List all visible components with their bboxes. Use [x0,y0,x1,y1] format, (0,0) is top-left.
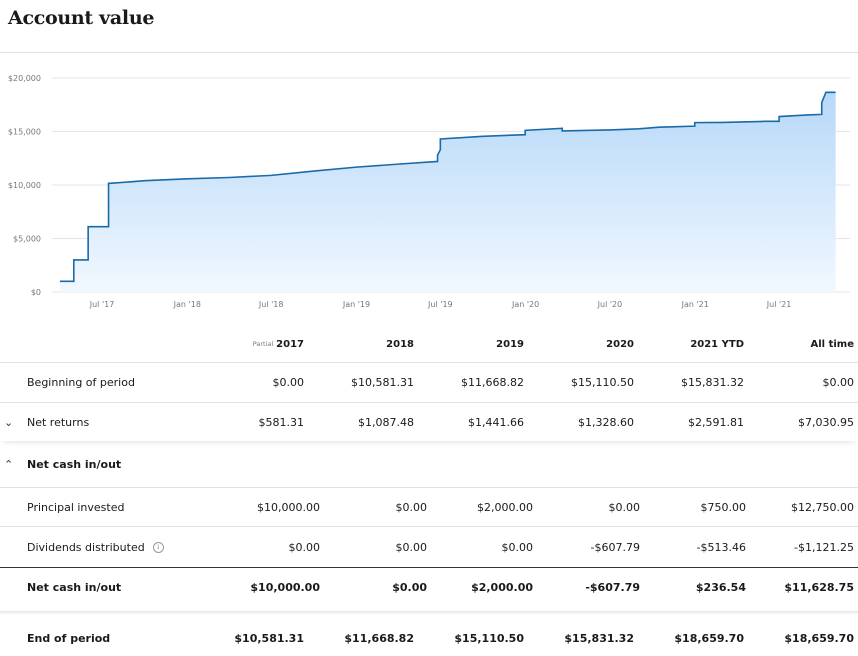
column-header-label: 2021 YTD [690,338,744,350]
table-row-dividends: Dividends distributed i $0.00 $0.00 $0.00 -… [0,527,858,568]
x-tick-label: Jan '20 [511,300,539,309]
table-cell: $10,581.31 [351,376,414,389]
column-header: 2019 [496,326,524,362]
table-row-net-cash-total: Net cash in/out $10,000.00 $0.00 $2,000.00… [0,568,858,606]
table-cell: $2,591.81 [688,415,744,429]
table-cell: -$513.46 [696,540,746,554]
account-value-chart: $0 $5,000 $10,000 $15,000 $20,000 Jul '17 Jan… [8,74,850,309]
x-tick-label: Jul '19 [427,300,453,309]
table-cell: $0.00 [395,500,428,514]
x-tick-label: Jul '17 [89,300,115,309]
table-cell: $236.54 [695,580,746,594]
section-label: Net cash in/out [27,457,122,471]
table-cell: $1,441.66 [468,415,524,429]
table-cell: $581.31 [258,415,305,429]
x-tick-label: Jan '18 [173,300,201,309]
x-tick-label: Jul '21 [766,300,792,309]
table-header-row: Partial 2017 2018 2019 2020 2021 YTD All time [0,326,858,363]
table-cell: $15,110.50 [454,631,524,645]
table-cell: $11,628.75 [784,580,854,594]
info-icon[interactable]: i [152,541,164,553]
table-cell: -$1,121.25 [794,540,854,554]
y-tick-label: $15,000 [8,128,41,137]
y-tick-label: $5,000 [13,235,41,244]
table-row-beginning: Beginning of period $0.00 $10,581.31 $11,6… [0,363,858,403]
row-label: Beginning of period [27,376,135,389]
row-label: Net returns [27,415,90,429]
table-row-principal: Principal invested $10,000.00 $0.00 $2,000… [0,488,858,527]
y-tick-label: $10,000 [8,181,41,190]
row-label: Dividends distributed i [27,527,164,567]
table-cell: $7,030.95 [798,415,854,429]
column-header: Partial 2017 [253,326,304,362]
table-cell: $12,750.00 [791,500,854,514]
column-header: 2018 [386,326,414,362]
table-cell: $0.00 [501,540,534,554]
column-header-label: 2018 [386,338,414,350]
row-label: End of period [27,631,111,645]
table-cell: $15,831.32 [681,376,744,389]
column-header: 2020 [606,326,634,362]
table-cell: $10,000.00 [250,580,320,594]
performance-table: Partial 2017 2018 2019 2020 2021 YTD All time … [0,326,858,606]
table-cell: $15,110.50 [571,376,634,389]
table-cell: $15,831.32 [564,631,634,645]
title-divider [0,52,858,53]
y-tick-label: $20,000 [8,74,41,83]
table-cell: $0.00 [822,376,855,389]
x-tick-label: Jan '19 [342,300,370,309]
table-cell: -$607.79 [585,580,640,594]
table-row-end: End of period $10,581.31 $11,668.82 $15,11… [0,621,858,655]
table-cell: $18,659.70 [674,631,744,645]
chevron-down-icon[interactable]: ⌄ [4,415,14,429]
series-area [59,92,836,292]
row-label: Net cash in/out [27,580,122,594]
table-cell: $750.00 [700,500,747,514]
column-header-label: All time [810,338,855,350]
table-section-net-cash[interactable]: ⌃ Net cash in/out [0,441,858,488]
chevron-up-icon[interactable]: ⌃ [4,457,14,471]
table-cell: $10,000.00 [257,500,320,514]
table-row-net-returns[interactable]: ⌄ Net returns $581.31 $1,087.48 $1,441.66 $… [0,403,858,441]
table-cell: $0.00 [392,580,427,594]
column-header: All time [811,326,855,362]
table-cell: $10,581.31 [234,631,304,645]
column-header-label: 2017 [276,338,304,350]
section-divider [0,611,858,615]
table-cell: $0.00 [272,376,305,389]
partial-tag: Partial [252,340,274,348]
dividends-label: Dividends distributed [27,540,145,554]
series-line [59,91,836,283]
table-cell: -$607.79 [590,540,640,554]
column-header-label: 2020 [606,338,634,350]
table-cell: $2,000.00 [477,500,533,514]
column-header: 2021 YTD [690,326,744,362]
y-tick-label: $0 [31,288,41,297]
page-title: Account value [8,7,155,29]
table-cell: $0.00 [395,540,428,554]
table-cell: $18,659.70 [784,631,854,645]
table-cell: $11,668.82 [461,376,524,389]
x-tick-label: Jul '18 [258,300,284,309]
table-cell: $0.00 [608,500,641,514]
column-header-label: 2019 [496,338,524,350]
x-tick-label: Jan '21 [681,300,709,309]
table-cell: $11,668.82 [344,631,414,645]
x-tick-label: Jul '20 [597,300,623,309]
table-cell: $0.00 [288,540,321,554]
table-cell: $2,000.00 [471,580,533,594]
row-label: Principal invested [27,500,125,514]
table-cell: $1,087.48 [358,415,414,429]
table-cell: $1,328.60 [578,415,634,429]
